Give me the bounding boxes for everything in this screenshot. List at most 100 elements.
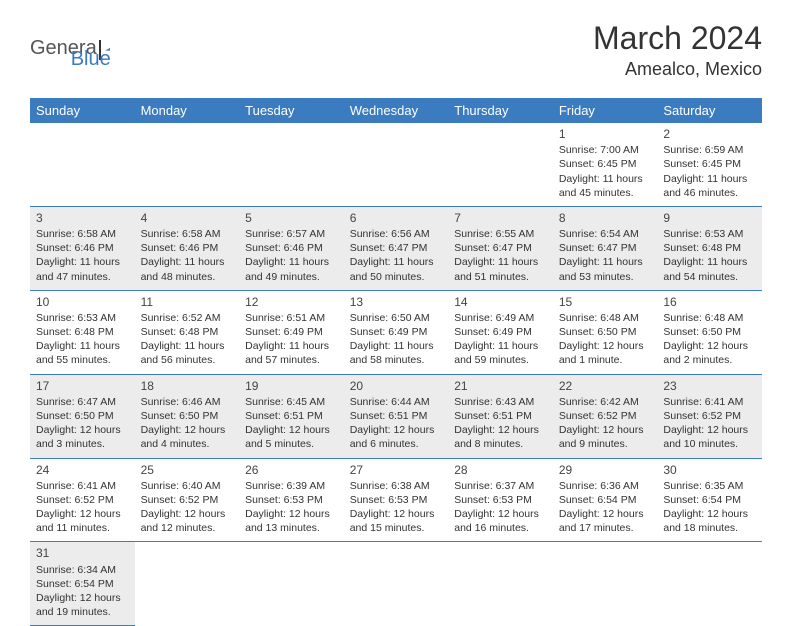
calendar-week-row: 31Sunrise: 6:34 AMSunset: 6:54 PMDayligh… xyxy=(30,542,762,626)
logo-text-blue: Blue xyxy=(71,48,111,71)
day-info-line: Sunset: 6:50 PM xyxy=(559,325,652,339)
day-info-line: Sunset: 6:46 PM xyxy=(245,241,338,255)
day-info-line: Sunset: 6:54 PM xyxy=(663,493,756,507)
day-info-line: Sunset: 6:45 PM xyxy=(559,157,652,171)
day-number: 8 xyxy=(559,210,652,226)
calendar-day-cell xyxy=(657,542,762,626)
weekday-header: Thursday xyxy=(448,98,553,123)
calendar-day-cell: 18Sunrise: 6:46 AMSunset: 6:50 PMDayligh… xyxy=(135,374,240,458)
calendar-day-cell xyxy=(344,542,449,626)
day-info-line: Sunset: 6:52 PM xyxy=(141,493,234,507)
day-number: 6 xyxy=(350,210,443,226)
calendar-day-cell xyxy=(448,123,553,206)
day-info-line: Sunset: 6:54 PM xyxy=(36,577,129,591)
day-info-line: Sunrise: 6:53 AM xyxy=(36,311,129,325)
day-info-line: Sunset: 6:48 PM xyxy=(141,325,234,339)
day-info-line: Daylight: 12 hours xyxy=(454,423,547,437)
day-info-line: Sunset: 6:48 PM xyxy=(36,325,129,339)
day-number: 2 xyxy=(663,126,756,142)
day-info-line: and 2 minutes. xyxy=(663,353,756,367)
calendar-day-cell: 1Sunrise: 7:00 AMSunset: 6:45 PMDaylight… xyxy=(553,123,658,206)
day-info-line: and 9 minutes. xyxy=(559,437,652,451)
day-number: 28 xyxy=(454,462,547,478)
calendar-day-cell: 11Sunrise: 6:52 AMSunset: 6:48 PMDayligh… xyxy=(135,290,240,374)
calendar-day-cell: 16Sunrise: 6:48 AMSunset: 6:50 PMDayligh… xyxy=(657,290,762,374)
day-number: 30 xyxy=(663,462,756,478)
weekday-header: Friday xyxy=(553,98,658,123)
day-number: 19 xyxy=(245,378,338,394)
day-info-line: Sunset: 6:51 PM xyxy=(350,409,443,423)
day-info-line: Sunset: 6:53 PM xyxy=(350,493,443,507)
calendar-day-cell: 23Sunrise: 6:41 AMSunset: 6:52 PMDayligh… xyxy=(657,374,762,458)
month-title: March 2024 xyxy=(593,20,762,57)
weekday-header: Tuesday xyxy=(239,98,344,123)
day-info-line: Sunrise: 7:00 AM xyxy=(559,143,652,157)
day-info-line: Sunrise: 6:52 AM xyxy=(141,311,234,325)
calendar-day-cell: 21Sunrise: 6:43 AMSunset: 6:51 PMDayligh… xyxy=(448,374,553,458)
day-info-line: and 47 minutes. xyxy=(36,270,129,284)
day-info-line: Daylight: 12 hours xyxy=(559,339,652,353)
calendar-day-cell: 25Sunrise: 6:40 AMSunset: 6:52 PMDayligh… xyxy=(135,458,240,542)
day-info-line: Daylight: 12 hours xyxy=(36,507,129,521)
day-number: 13 xyxy=(350,294,443,310)
calendar-day-cell xyxy=(135,542,240,626)
day-info-line: and 16 minutes. xyxy=(454,521,547,535)
calendar-week-row: 3Sunrise: 6:58 AMSunset: 6:46 PMDaylight… xyxy=(30,206,762,290)
day-number: 29 xyxy=(559,462,652,478)
day-info-line: Sunset: 6:54 PM xyxy=(559,493,652,507)
day-info-line: and 8 minutes. xyxy=(454,437,547,451)
day-info-line: Sunset: 6:50 PM xyxy=(141,409,234,423)
day-info-line: Daylight: 11 hours xyxy=(559,172,652,186)
calendar-day-cell: 27Sunrise: 6:38 AMSunset: 6:53 PMDayligh… xyxy=(344,458,449,542)
day-info-line: Sunset: 6:51 PM xyxy=(454,409,547,423)
day-info-line: Sunrise: 6:36 AM xyxy=(559,479,652,493)
day-info-line: and 15 minutes. xyxy=(350,521,443,535)
day-number: 9 xyxy=(663,210,756,226)
day-info-line: Sunrise: 6:48 AM xyxy=(559,311,652,325)
calendar-day-cell xyxy=(30,123,135,206)
day-number: 5 xyxy=(245,210,338,226)
day-info-line: Daylight: 11 hours xyxy=(350,255,443,269)
day-info-line: and 56 minutes. xyxy=(141,353,234,367)
calendar-day-cell: 4Sunrise: 6:58 AMSunset: 6:46 PMDaylight… xyxy=(135,206,240,290)
day-info-line: Sunrise: 6:43 AM xyxy=(454,395,547,409)
day-info-line: Daylight: 12 hours xyxy=(245,507,338,521)
day-info-line: Daylight: 12 hours xyxy=(245,423,338,437)
day-info-line: Daylight: 11 hours xyxy=(36,339,129,353)
calendar-day-cell: 31Sunrise: 6:34 AMSunset: 6:54 PMDayligh… xyxy=(30,542,135,626)
day-info-line: Sunrise: 6:55 AM xyxy=(454,227,547,241)
day-info-line: and 10 minutes. xyxy=(663,437,756,451)
day-number: 15 xyxy=(559,294,652,310)
day-number: 1 xyxy=(559,126,652,142)
day-info-line: Sunrise: 6:40 AM xyxy=(141,479,234,493)
day-number: 16 xyxy=(663,294,756,310)
calendar-day-cell xyxy=(553,542,658,626)
day-info-line: and 6 minutes. xyxy=(350,437,443,451)
day-number: 11 xyxy=(141,294,234,310)
day-number: 27 xyxy=(350,462,443,478)
weekday-header-row: Sunday Monday Tuesday Wednesday Thursday… xyxy=(30,98,762,123)
day-info-line: Sunrise: 6:42 AM xyxy=(559,395,652,409)
day-info-line: Daylight: 11 hours xyxy=(245,339,338,353)
day-info-line: Sunset: 6:51 PM xyxy=(245,409,338,423)
day-info-line: Sunset: 6:46 PM xyxy=(141,241,234,255)
day-info-line: and 57 minutes. xyxy=(245,353,338,367)
day-info-line: Sunset: 6:47 PM xyxy=(350,241,443,255)
day-info-line: Sunrise: 6:41 AM xyxy=(663,395,756,409)
day-number: 3 xyxy=(36,210,129,226)
day-info-line: Sunrise: 6:56 AM xyxy=(350,227,443,241)
calendar-day-cell: 7Sunrise: 6:55 AMSunset: 6:47 PMDaylight… xyxy=(448,206,553,290)
weekday-header: Wednesday xyxy=(344,98,449,123)
calendar-day-cell: 6Sunrise: 6:56 AMSunset: 6:47 PMDaylight… xyxy=(344,206,449,290)
day-info-line: Sunset: 6:50 PM xyxy=(36,409,129,423)
day-info-line: Sunset: 6:47 PM xyxy=(454,241,547,255)
calendar-week-row: 17Sunrise: 6:47 AMSunset: 6:50 PMDayligh… xyxy=(30,374,762,458)
day-info-line: and 13 minutes. xyxy=(245,521,338,535)
calendar-day-cell: 26Sunrise: 6:39 AMSunset: 6:53 PMDayligh… xyxy=(239,458,344,542)
day-info-line: Daylight: 11 hours xyxy=(663,255,756,269)
day-info-line: Sunrise: 6:34 AM xyxy=(36,563,129,577)
day-info-line: Sunset: 6:52 PM xyxy=(559,409,652,423)
day-info-line: and 55 minutes. xyxy=(36,353,129,367)
day-number: 14 xyxy=(454,294,547,310)
calendar-day-cell xyxy=(239,542,344,626)
